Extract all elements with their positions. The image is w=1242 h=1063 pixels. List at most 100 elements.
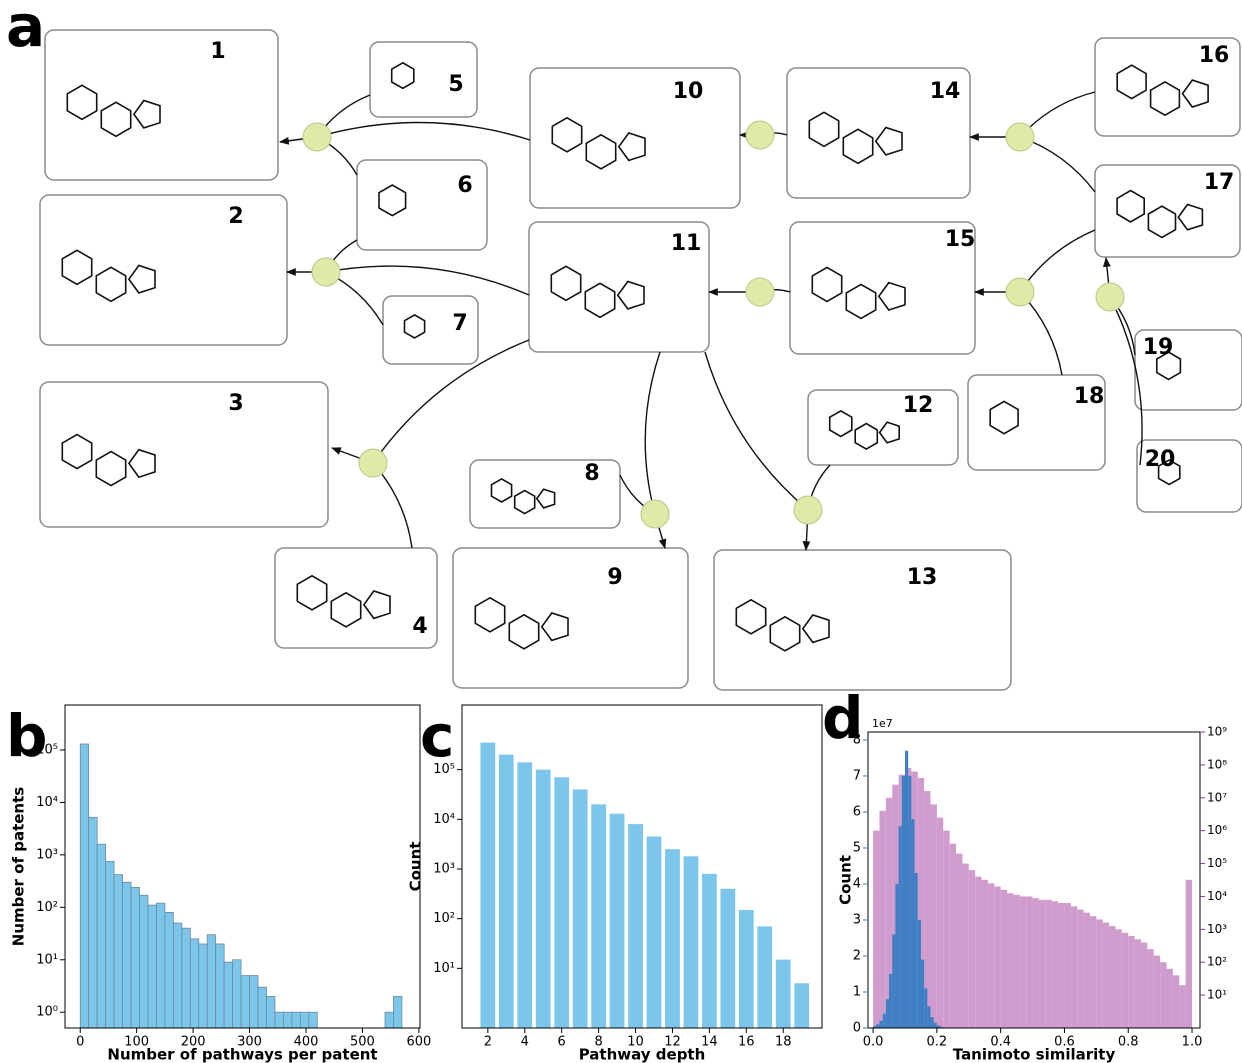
histogram-bar <box>895 884 898 1028</box>
histogram-bar <box>1154 956 1160 1028</box>
histogram-bar <box>89 817 97 1028</box>
reaction-node <box>303 123 331 151</box>
x-tick-label: 1.0 <box>1182 1035 1203 1050</box>
x-axis-label: Number of pathways per patent <box>107 1046 377 1063</box>
y-tick-label: 10³ <box>433 861 455 876</box>
histogram-bar <box>1186 880 1192 1028</box>
bar <box>480 743 495 1028</box>
histogram-bar <box>918 920 921 1028</box>
x-tick-label: 16 <box>738 1035 755 1050</box>
histogram-bar <box>241 976 249 1028</box>
compound-number: 13 <box>907 565 938 590</box>
y-tick-label: 10³ <box>36 847 58 862</box>
x-tick-label: 18 <box>775 1035 792 1050</box>
reaction-edge <box>317 122 530 140</box>
histogram-bar <box>1020 896 1026 1028</box>
histogram-bar <box>1147 949 1153 1028</box>
histogram-bar <box>1128 936 1134 1028</box>
histogram-bar <box>879 811 885 1028</box>
histogram-bar <box>123 882 131 1028</box>
histogram-bar <box>911 819 914 1028</box>
histogram-bar <box>921 960 924 1028</box>
histogram-bar <box>1090 916 1096 1028</box>
figure: a b c d 12345678910111213141516171819200… <box>0 0 1242 1063</box>
reaction-node <box>641 500 669 528</box>
histogram-bar <box>927 1006 930 1028</box>
reaction-edge <box>705 352 808 510</box>
x-axis-label: Pathway depth <box>579 1046 706 1063</box>
y2-tick-label: 10⁴ <box>1207 889 1227 903</box>
histogram-bar <box>1064 903 1070 1028</box>
y2-tick-label: 10⁶ <box>1207 823 1227 837</box>
x-tick-label: 0.0 <box>863 1035 884 1050</box>
y2-tick-label: 10³ <box>1207 922 1227 936</box>
y2-tick-label: 10⁷ <box>1207 790 1227 804</box>
histogram-bar <box>950 844 956 1028</box>
histogram-bar <box>931 804 937 1028</box>
histogram-bar <box>233 960 241 1028</box>
histogram-bar <box>300 1012 308 1028</box>
y-tick-label: 10⁰ <box>36 1005 58 1020</box>
histogram-bar <box>1033 898 1039 1028</box>
reaction-node <box>312 258 340 286</box>
histogram-bar <box>956 854 962 1028</box>
histogram-bar <box>1167 969 1173 1028</box>
y-tick-label: 10¹ <box>433 961 455 976</box>
histogram-bar <box>1084 913 1090 1028</box>
y-tick-label: 2 <box>853 948 861 963</box>
histogram-bar <box>292 1012 300 1028</box>
compound-number: 17 <box>1204 170 1235 195</box>
reaction-edge <box>645 352 660 514</box>
y-tick-label: 5 <box>853 840 861 855</box>
y-axis-label: Count <box>407 842 425 892</box>
histogram-bar <box>886 999 889 1028</box>
compound-number: 7 <box>452 311 467 336</box>
panel-label: b <box>6 702 48 770</box>
histogram-bar <box>182 928 190 1028</box>
histogram-bar <box>199 944 207 1028</box>
y-axis-label: Number of patents <box>10 787 28 946</box>
y2-tick-label: 10⁹ <box>1207 725 1227 739</box>
panel-label: c <box>420 702 454 770</box>
x-tick-label: 0 <box>76 1035 84 1050</box>
reaction-node <box>746 278 774 306</box>
bar <box>517 762 532 1028</box>
histogram-bar <box>1026 896 1032 1028</box>
y-tick-label: 10⁴ <box>433 812 455 827</box>
histogram-bar <box>982 880 988 1028</box>
histogram-bar <box>393 996 401 1028</box>
compound-number: 10 <box>673 79 704 104</box>
reaction-node <box>746 121 774 149</box>
compound-box <box>40 382 328 527</box>
histogram-bar <box>879 1021 882 1028</box>
compound-number: 18 <box>1074 384 1105 409</box>
histogram-bar <box>1122 933 1128 1028</box>
histogram-bar <box>1103 923 1109 1028</box>
histogram-bar <box>1001 890 1007 1028</box>
histogram-bar <box>275 1012 283 1028</box>
bar <box>702 874 717 1028</box>
histogram-bar <box>1052 901 1058 1028</box>
y-tick-label: 3 <box>853 912 861 927</box>
histogram-bar <box>1013 895 1019 1028</box>
histogram-bar <box>994 887 1000 1028</box>
y-tick-label: 10⁵ <box>36 742 58 757</box>
histogram-bar <box>1096 919 1102 1028</box>
compound-number: 8 <box>584 461 599 486</box>
bar <box>573 789 588 1028</box>
y2-tick-label: 10⁵ <box>1207 856 1227 870</box>
histogram-bar <box>266 996 274 1028</box>
y-axis-label: Count <box>837 855 855 905</box>
histogram-bar <box>309 1012 317 1028</box>
y-tick-label: 10¹ <box>36 952 58 967</box>
histogram-bar <box>899 826 902 1028</box>
reaction-node <box>794 496 822 524</box>
histogram-bar <box>156 903 164 1028</box>
y-tick-label: 8 <box>853 732 861 747</box>
histogram-bar <box>902 776 905 1028</box>
bar <box>739 910 754 1028</box>
bar <box>610 814 625 1028</box>
histogram-bar <box>165 912 173 1028</box>
compound-number: 6 <box>457 173 472 198</box>
x-tick-label: 6 <box>558 1035 566 1050</box>
